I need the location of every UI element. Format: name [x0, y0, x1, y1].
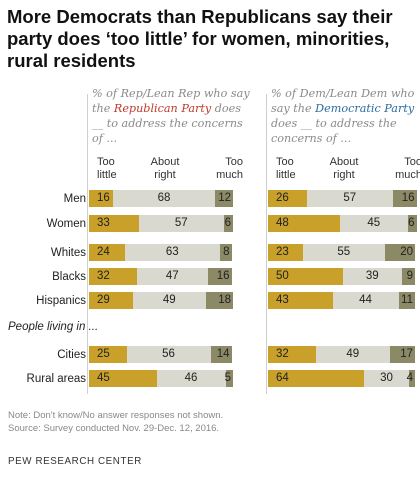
bar-too-little-dem-whites: 23	[268, 244, 303, 261]
intro-dem: % of Dem/Lean Dem who say the Democratic…	[271, 86, 420, 146]
row-label-whites: Whites	[50, 247, 86, 259]
section-label: People living in ...	[8, 321, 99, 333]
party-name-rep: Republican Party	[113, 102, 212, 115]
bar-too-much-rep-blacks: 16	[207, 268, 232, 285]
bar-about-right-rep-rural-areas: 46	[156, 370, 226, 387]
bar-about-right-rep-women: 57	[138, 215, 224, 232]
row-label-rural-areas: Rural areas	[26, 373, 86, 385]
bar-too-little-dem-rural-areas: 64	[268, 370, 364, 387]
column-header-too-little-rep: Too little	[97, 156, 117, 181]
intro-rep: % of Rep/Lean Rep who say the Republican…	[92, 86, 252, 146]
bar-too-little-rep-hispanics: 29	[89, 292, 133, 309]
bar-too-much-dem-men: 16	[392, 190, 417, 207]
bar-about-right-rep-blacks: 47	[137, 268, 208, 285]
bar-too-much-rep-whites: 8	[219, 244, 232, 261]
bar-too-much-rep-cities: 14	[210, 346, 232, 363]
bar-too-much-rep-women: 6	[224, 215, 233, 232]
bar-too-little-dem-blacks: 50	[268, 268, 343, 285]
bar-about-right-rep-whites: 63	[125, 244, 220, 261]
bar-about-right-rep-cities: 56	[126, 346, 211, 363]
bar-too-little-rep-women: 33	[89, 215, 139, 232]
bar-too-much-rep-men: 12	[215, 190, 233, 207]
bar-too-little-dem-men: 26	[268, 190, 307, 207]
org-name: PEW RESEARCH CENTER	[8, 456, 142, 467]
bar-too-much-rep-rural-areas: 5	[225, 370, 233, 387]
bar-too-little-rep-whites: 24	[89, 244, 125, 261]
bar-too-little-dem-women: 48	[268, 215, 340, 232]
note-text: Note: Don't know/No answer responses not…	[8, 410, 224, 421]
intro-dem-pre: % of Dem/Lean Dem who say the	[271, 87, 415, 115]
row-label-blacks: Blacks	[52, 271, 86, 283]
bar-too-little-rep-blacks: 32	[89, 268, 137, 285]
bar-about-right-rep-men: 68	[113, 190, 215, 207]
panel-divider-rep	[87, 94, 88, 394]
column-header-about-right-rep: About right	[150, 156, 180, 181]
bar-too-much-dem-cities: 17	[389, 346, 415, 363]
bar-about-right-rep-hispanics: 49	[132, 292, 206, 309]
bar-too-much-dem-whites: 20	[385, 244, 415, 261]
column-header-too-little-dem: Too little	[276, 156, 296, 181]
panel-divider-dem	[266, 94, 267, 394]
column-header-too-much-dem: Too much	[395, 156, 420, 181]
row-label-hispanics: Hispanics	[36, 295, 86, 307]
bar-too-much-dem-women: 6	[407, 215, 417, 232]
bar-too-little-rep-rural-areas: 45	[89, 370, 157, 387]
bar-about-right-dem-rural-areas: 30	[364, 370, 409, 387]
party-name-dem: Democratic Party	[315, 102, 415, 115]
bar-too-much-dem-rural-areas: 4	[407, 370, 415, 387]
bar-about-right-dem-whites: 55	[302, 244, 385, 261]
bar-about-right-dem-men: 57	[307, 190, 393, 207]
bar-about-right-dem-blacks: 39	[343, 268, 402, 285]
bar-too-much-rep-hispanics: 18	[206, 292, 233, 309]
source-text: Source: Survey conducted Nov. 29-Dec. 12…	[8, 423, 220, 434]
bar-too-much-dem-blacks: 9	[401, 268, 415, 285]
row-label-men: Men	[63, 193, 86, 205]
chart-title: More Democrats than Republicans say thei…	[7, 6, 393, 71]
bar-about-right-dem-cities: 49	[316, 346, 390, 363]
row-label-women: Women	[46, 218, 86, 230]
column-header-about-right-dem: About right	[329, 156, 359, 181]
bar-too-much-dem-hispanics: 11	[398, 292, 415, 309]
bar-about-right-dem-women: 45	[340, 215, 408, 232]
bar-too-little-rep-cities: 25	[89, 346, 127, 363]
bar-about-right-dem-hispanics: 44	[332, 292, 399, 309]
bar-too-little-dem-hispanics: 43	[268, 292, 333, 309]
bar-too-little-rep-men: 16	[89, 190, 113, 207]
column-header-too-much-rep: Too much	[216, 156, 243, 181]
intro-rep-pre: % of Rep/Lean Rep who say the	[92, 87, 250, 115]
bar-too-little-dem-cities: 32	[268, 346, 316, 363]
row-label-cities: Cities	[57, 349, 86, 361]
intro-rep-post: does __ to address the concerns of ...	[92, 102, 243, 145]
intro-dem-post: does __ to address the concerns of ...	[271, 117, 397, 145]
